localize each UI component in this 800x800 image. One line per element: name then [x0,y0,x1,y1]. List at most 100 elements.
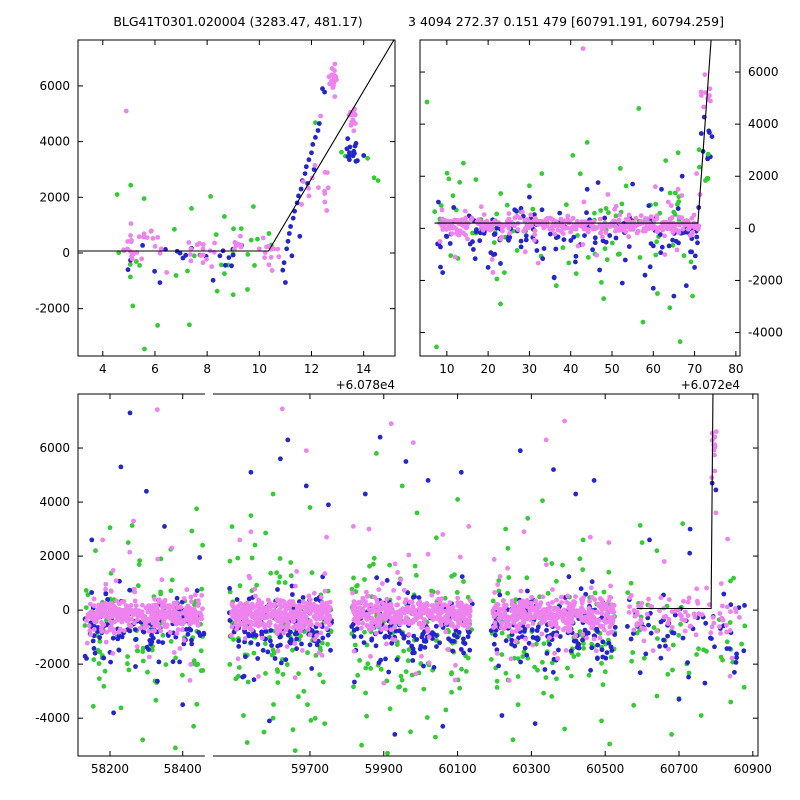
bottom-panel-points [82,394,748,756]
bottom-panel-scatter-violet [237,406,329,681]
x-tick-label: 60300 [512,762,550,776]
top-left-panel-scatter-violet [121,221,164,262]
x-tick-label: 40 [563,362,578,376]
bottom-panel-scatter-violet [650,468,719,653]
bottom-panel-scatter-violet [709,429,719,458]
x-tick-label: 58400 [164,762,202,776]
y-tick-label: 4000 [39,135,70,149]
top-left-panel-scatter-blue [344,136,360,164]
top-right-panel-points [424,40,715,350]
figure-title-right: 3 4094 272.37 0.151 479 [60791.191, 6079… [408,14,724,29]
top-left-panel-points [78,40,395,352]
y-tick-label: 6000 [748,65,779,79]
y-tick-label: -2000 [35,302,70,316]
bottom-panel-scatter-violet [506,418,612,683]
bottom-panel-scatter-green [241,491,328,753]
bottom-panel-axes-frame [77,393,759,757]
figure-title-left: BLG41T0301.020004 (3283.47, 481.17) [113,14,363,29]
top-right-panel-scatter-green [696,147,711,183]
y-tick-label: 2000 [39,190,70,204]
top-left-panel-scatter-blue [281,121,322,266]
bottom-panel-model-line [636,394,714,610]
bottom-panel-scatter-green [359,451,460,756]
x-tick-label: 50 [604,362,619,376]
y-tick-label: -2000 [35,657,70,671]
bottom-panel-scatter-green [639,521,734,737]
bottom-panel-scatter-blue [647,480,737,702]
top-left-panel-ticks [78,40,395,356]
bottom-panel-scatter-violet [491,557,616,662]
top-right-panel-scatter-green [424,99,695,350]
top-left-panel-scatter-green [116,182,274,328]
top-left-panel-scatter-violet [232,233,244,252]
top-right-panel-axes-frame [419,39,741,357]
top-left-panel-scatter-violet [326,61,339,99]
y-tick-label: 0 [62,603,70,617]
x-tick-label: 59700 [291,762,329,776]
bottom-panel-scatter-green [93,525,197,751]
bottom-panel-scatter-blue [89,410,186,716]
bottom-panel-scatter-blue [499,448,597,726]
bottom-panel-scatter-violet [230,569,328,679]
y-tick-label: 2000 [39,549,70,563]
x-tick-label: 4 [99,362,107,376]
top-left-panel-scatter-blue [280,86,367,285]
bottom-panel-axis-break [204,393,213,396]
y-tick-label: -2000 [748,273,783,287]
x-tick-label: 70 [687,362,702,376]
top-left-panel-scatter-green [114,120,381,352]
y-tick-label: 0 [62,246,70,260]
y-tick-label: 0 [748,221,756,235]
y-tick-label: 4000 [39,495,70,509]
top-left-panel-scatter-violet [299,163,331,213]
x-tick-label: 60700 [660,762,698,776]
top-left-panel-scatter-violet [186,240,218,269]
x-tick-label: 6 [151,362,159,376]
top-left-panel-scatter-violet [123,108,323,275]
x-axis-offset-label: +6.072e4 [681,378,740,392]
bottom-panel-ticks [78,394,758,756]
x-tick-label: 10 [252,362,267,376]
bottom-panel-scatter-violet [634,536,735,679]
top-left-panel-axes-frame [77,39,396,357]
x-tick-label: 10 [439,362,454,376]
top-right-panel-ticks [420,40,740,356]
y-tick-label: 2000 [748,169,779,183]
top-left-panel-scatter-violet [260,235,282,273]
top-left-panel-scatter-blue [125,243,245,285]
top-left-panel-model-line [78,40,395,252]
x-tick-label: 30 [522,362,537,376]
y-tick-label: 4000 [748,117,779,131]
bottom-panel-scatter-violet [366,421,472,686]
x-tick-label: 12 [304,362,319,376]
bottom-panel-scatter-blue [248,437,331,724]
bottom-panel-tick-labels: 58200 58400 59700 59900 60100 60300 60500 60700… [35,441,772,776]
top-right-panel-scatter-violet [437,193,685,275]
top-right-panel-scatter-violet [698,86,713,110]
x-axis-offset-label: +6.078e4 [336,378,395,392]
bottom-panel-scatter-blue [362,434,464,737]
x-tick-label: 59900 [365,762,403,776]
y-tick-label: 6000 [39,441,70,455]
top-right-panel-tick-labels: 10 20 30 40 50 60 70 80 -4000 -2000 0 2000 4000 6000 +… [439,65,783,392]
x-tick-label: 60900 [734,762,772,776]
top-right-panel-model-line [434,40,712,224]
bottom-panel-scatter-violet [100,407,193,683]
x-tick-label: 80 [728,362,743,376]
y-tick-label: -4000 [35,711,70,725]
bottom-panel-scatter-green [503,498,604,743]
bottom-panel-axis-break [204,754,213,757]
x-tick-label: 20 [480,362,495,376]
y-tick-label: 6000 [39,79,70,93]
top-right-panel-scatter-violet [437,211,702,242]
x-tick-label: 60500 [586,762,624,776]
bottom-panel-scatter-violet [351,524,471,683]
x-tick-label: 60 [646,362,661,376]
x-tick-label: 58200 [91,762,129,776]
y-tick-label: -4000 [748,326,783,340]
x-tick-label: 8 [203,362,211,376]
bottom-panel-scatter-violet [91,549,204,667]
x-tick-label: 60100 [438,762,476,776]
